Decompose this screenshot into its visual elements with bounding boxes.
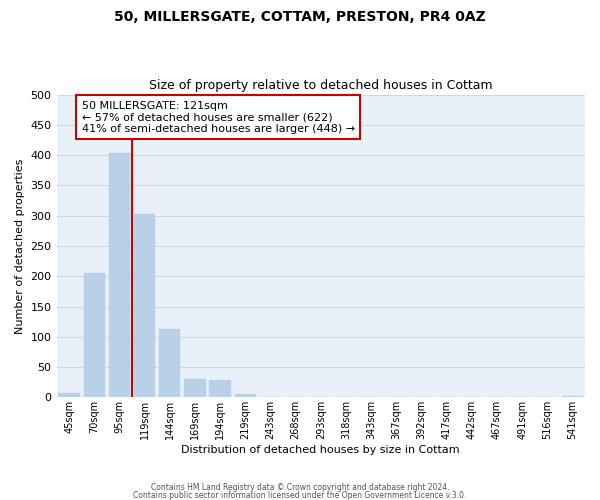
Bar bbox=[562, 396, 583, 398]
Bar bbox=[184, 379, 206, 398]
Bar bbox=[159, 329, 181, 398]
Text: 50 MILLERSGATE: 121sqm
← 57% of detached houses are smaller (622)
41% of semi-de: 50 MILLERSGATE: 121sqm ← 57% of detached… bbox=[82, 100, 355, 134]
Bar bbox=[83, 273, 105, 398]
Bar bbox=[235, 394, 256, 398]
Bar bbox=[58, 392, 80, 398]
Bar bbox=[260, 397, 281, 398]
Y-axis label: Number of detached properties: Number of detached properties bbox=[15, 158, 25, 334]
Title: Size of property relative to detached houses in Cottam: Size of property relative to detached ho… bbox=[149, 79, 493, 92]
Bar bbox=[209, 380, 231, 398]
Text: Contains public sector information licensed under the Open Government Licence v.: Contains public sector information licen… bbox=[133, 490, 467, 500]
Bar bbox=[134, 214, 155, 398]
Bar bbox=[109, 154, 130, 398]
Text: 50, MILLERSGATE, COTTAM, PRESTON, PR4 0AZ: 50, MILLERSGATE, COTTAM, PRESTON, PR4 0A… bbox=[114, 10, 486, 24]
X-axis label: Distribution of detached houses by size in Cottam: Distribution of detached houses by size … bbox=[181, 445, 460, 455]
Text: Contains HM Land Registry data © Crown copyright and database right 2024.: Contains HM Land Registry data © Crown c… bbox=[151, 484, 449, 492]
